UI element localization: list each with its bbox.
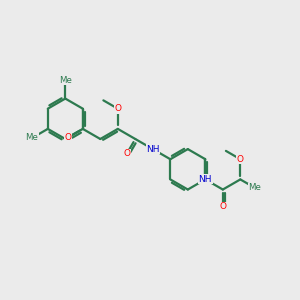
Text: NH: NH bbox=[199, 175, 212, 184]
Text: O: O bbox=[123, 149, 130, 158]
Text: O: O bbox=[114, 104, 121, 113]
Text: Me: Me bbox=[26, 133, 38, 142]
Text: O: O bbox=[64, 133, 71, 142]
Text: O: O bbox=[237, 155, 244, 164]
Text: NH: NH bbox=[146, 145, 160, 154]
Text: O: O bbox=[219, 202, 226, 211]
Text: Me: Me bbox=[248, 183, 261, 192]
Text: Me: Me bbox=[59, 76, 72, 85]
